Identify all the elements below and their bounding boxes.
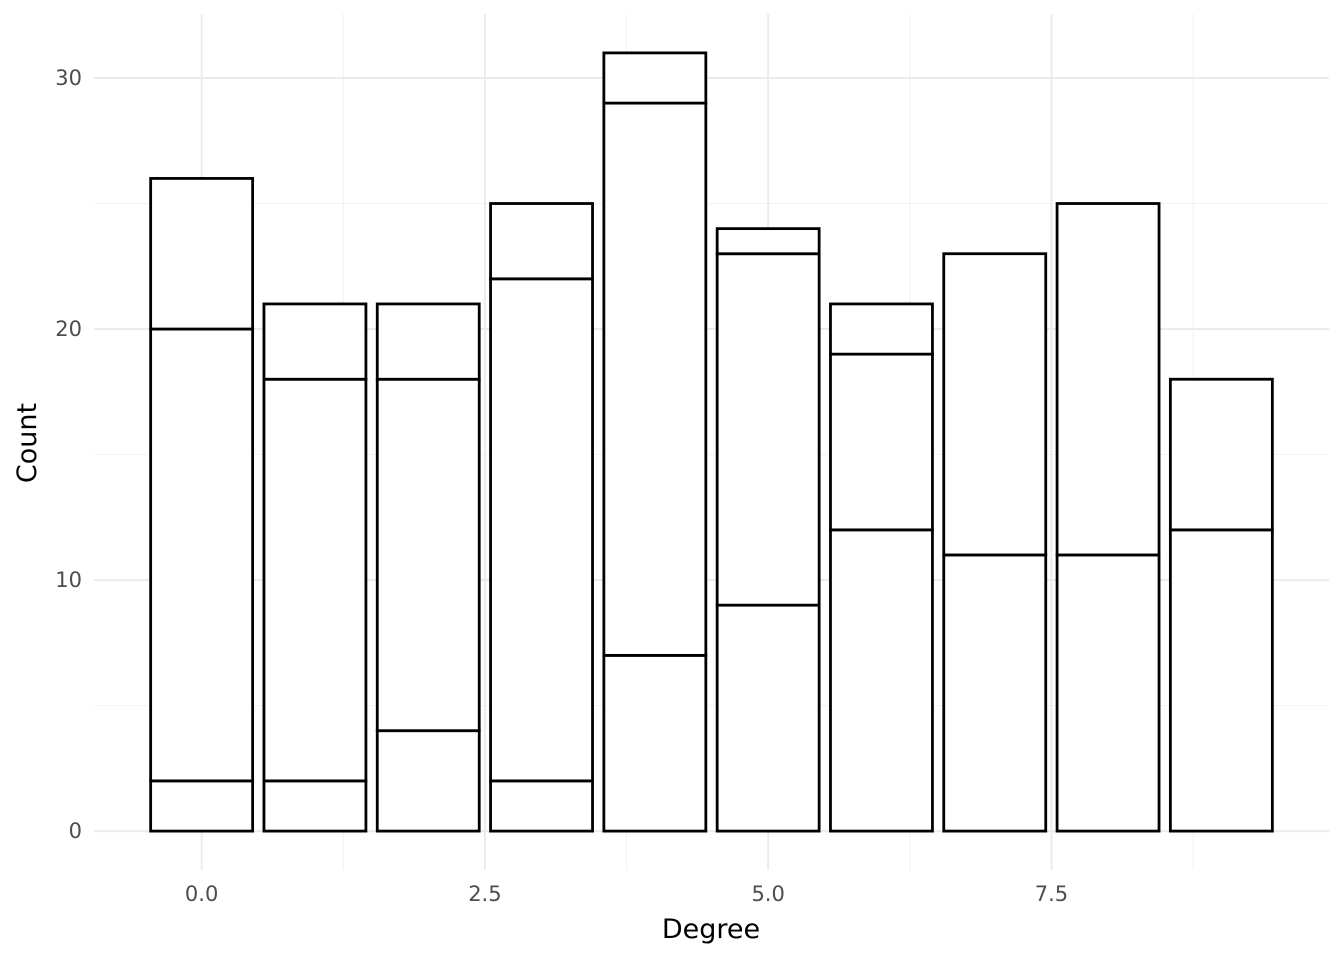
- bar-segment: [1055, 202, 1161, 557]
- bar-segment: [489, 779, 594, 833]
- bar-segment: [942, 252, 1048, 557]
- bar-segment: [375, 302, 481, 381]
- bar-stack: [149, 177, 255, 833]
- x-tick-label: 5.0: [751, 882, 784, 906]
- bar-segment: [375, 729, 481, 833]
- bar-segment: [942, 553, 1048, 833]
- bar-segment: [489, 202, 594, 281]
- bar-segment: [829, 528, 934, 833]
- bar-segment: [149, 177, 255, 331]
- bar-segment: [1168, 528, 1274, 833]
- bar-segment: [262, 377, 368, 783]
- x-axis-ticks: 0.0 2.5 5.0 7.5: [185, 882, 1068, 906]
- bar-segment: [829, 302, 934, 356]
- x-tick-label: 7.5: [1035, 882, 1068, 906]
- bar-segment: [262, 302, 368, 381]
- bar-stack: [375, 302, 481, 833]
- bar-segment: [489, 277, 594, 783]
- bar-segment: [1168, 377, 1274, 532]
- y-tick-label: 0: [69, 819, 82, 843]
- bar-segment: [149, 779, 255, 833]
- y-tick-label: 30: [55, 66, 82, 90]
- bar-segment: [829, 352, 934, 532]
- bar-stack: [715, 227, 821, 833]
- bar-segment: [602, 101, 708, 657]
- bar-segment: [715, 227, 821, 256]
- bar-stack: [489, 202, 594, 833]
- bar-segment: [602, 653, 708, 833]
- bar-stack: [602, 51, 708, 833]
- x-tick-label: 0.0: [185, 882, 218, 906]
- bar-stack: [262, 302, 368, 833]
- bar-segment: [262, 779, 368, 833]
- x-tick-label: 2.5: [468, 882, 501, 906]
- y-axis-ticks: 0 10 20 30: [55, 66, 82, 843]
- bar-stack: [1055, 202, 1161, 833]
- bar-segment: [149, 327, 255, 783]
- bar-segment: [375, 377, 481, 733]
- x-axis-title: Degree: [662, 914, 760, 945]
- bar-segment: [715, 603, 821, 833]
- bars: [149, 51, 1274, 833]
- y-tick-label: 10: [55, 568, 82, 592]
- bar-stack: [1168, 377, 1274, 833]
- bar-stack: [942, 252, 1048, 833]
- y-tick-label: 20: [55, 317, 82, 341]
- y-axis-title: Count: [12, 403, 43, 483]
- bar-segment: [715, 252, 821, 607]
- bar-segment: [1055, 553, 1161, 833]
- bar-stack: [829, 302, 934, 833]
- bar-segment: [602, 51, 708, 105]
